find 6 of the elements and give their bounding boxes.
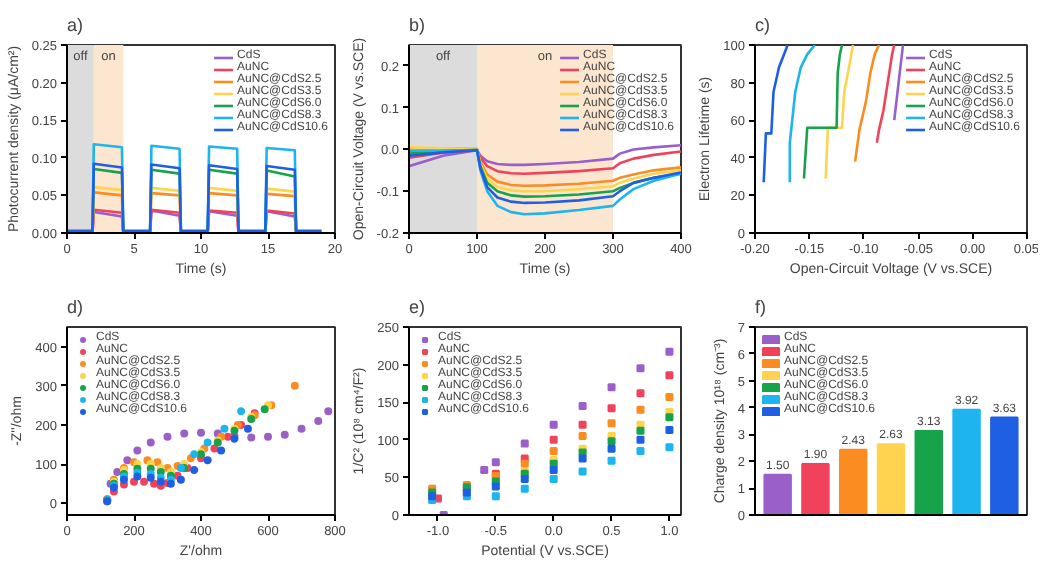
chart-title: c)	[755, 15, 770, 35]
chart-title: b)	[409, 15, 426, 35]
chart-title: a)	[67, 15, 84, 35]
chart-title: e)	[409, 297, 426, 317]
chart-title: f)	[755, 297, 766, 317]
chart-title: d)	[67, 297, 84, 317]
